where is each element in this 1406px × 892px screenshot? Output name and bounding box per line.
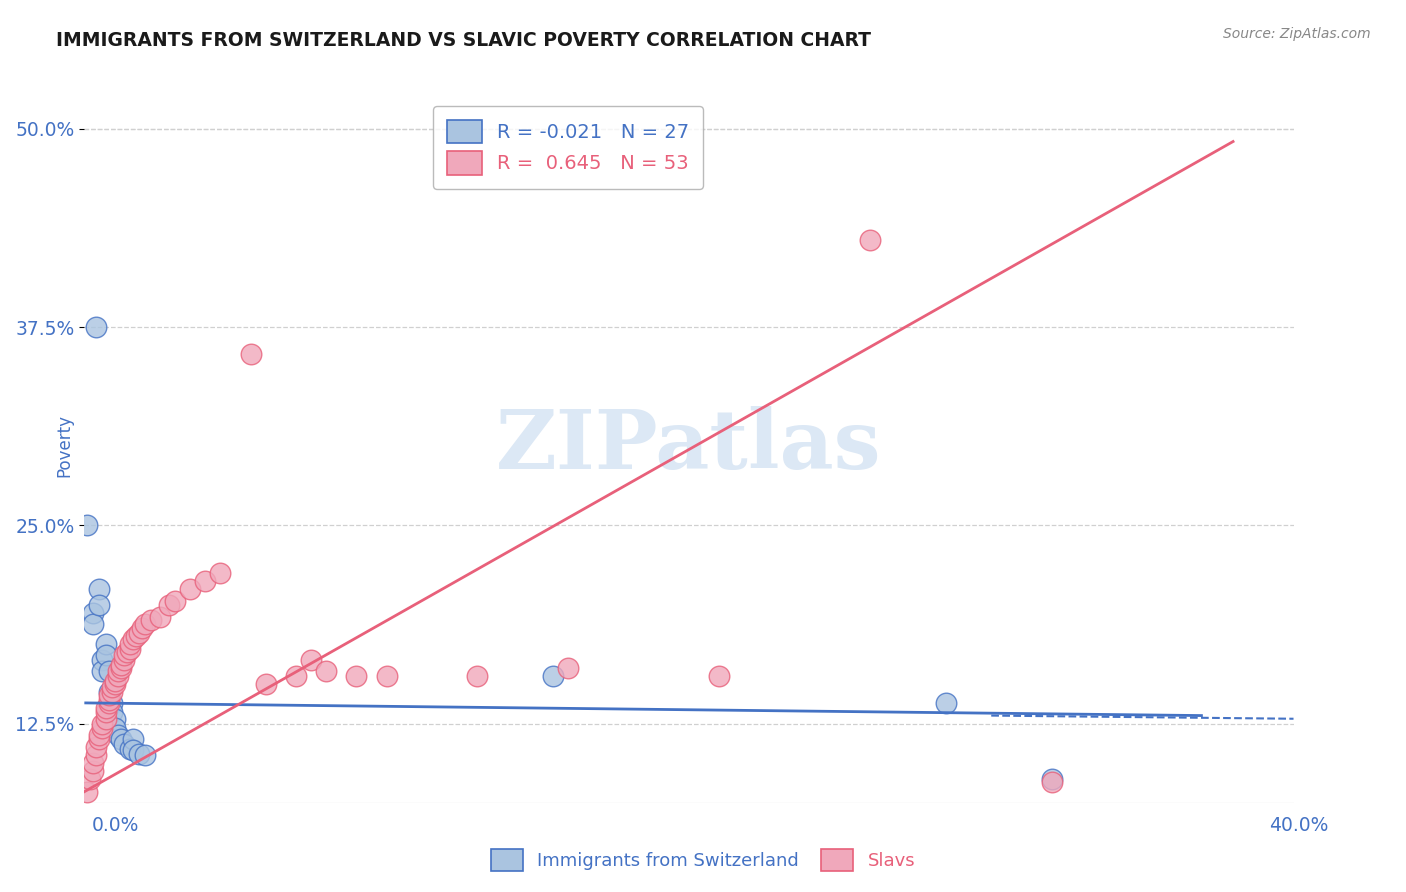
- Point: [194, 574, 217, 588]
- Point: [97, 692, 120, 706]
- Point: [100, 680, 122, 694]
- Point: [94, 712, 117, 726]
- Point: [110, 732, 132, 747]
- Point: [239, 347, 262, 361]
- Point: [121, 732, 143, 747]
- Point: [375, 669, 398, 683]
- Text: Source: ZipAtlas.com: Source: ZipAtlas.com: [1223, 27, 1371, 41]
- Point: [467, 669, 489, 683]
- Y-axis label: Poverty: Poverty: [55, 415, 73, 477]
- Point: [112, 653, 135, 667]
- Point: [315, 664, 337, 678]
- Point: [86, 748, 108, 763]
- Point: [100, 696, 122, 710]
- Point: [112, 648, 135, 663]
- Point: [76, 518, 98, 533]
- Point: [91, 716, 114, 731]
- Point: [104, 721, 127, 735]
- Point: [94, 700, 117, 714]
- Point: [91, 664, 114, 678]
- Point: [94, 637, 117, 651]
- Point: [1040, 775, 1063, 789]
- Point: [134, 616, 156, 631]
- Point: [557, 661, 579, 675]
- Point: [100, 706, 122, 720]
- Point: [107, 728, 129, 742]
- Point: [104, 673, 127, 688]
- Point: [82, 606, 104, 620]
- Text: ZIPatlas: ZIPatlas: [496, 406, 882, 486]
- Point: [121, 743, 143, 757]
- Point: [299, 653, 322, 667]
- Point: [97, 696, 120, 710]
- Point: [94, 706, 117, 720]
- Point: [118, 637, 141, 651]
- Point: [94, 648, 117, 663]
- Point: [134, 748, 156, 763]
- Point: [86, 740, 108, 755]
- Point: [79, 772, 101, 786]
- Point: [76, 785, 98, 799]
- Point: [107, 669, 129, 683]
- Point: [128, 626, 150, 640]
- Point: [97, 688, 120, 702]
- Point: [128, 747, 150, 761]
- Point: [104, 712, 127, 726]
- Point: [157, 598, 180, 612]
- Point: [110, 661, 132, 675]
- Point: [89, 728, 111, 742]
- Point: [89, 732, 111, 747]
- Point: [112, 737, 135, 751]
- Point: [100, 685, 122, 699]
- Point: [118, 642, 141, 657]
- Point: [89, 598, 111, 612]
- Point: [118, 742, 141, 756]
- Point: [709, 669, 731, 683]
- Point: [89, 582, 111, 596]
- Point: [209, 566, 232, 580]
- Point: [104, 677, 127, 691]
- Point: [346, 669, 368, 683]
- Point: [82, 616, 104, 631]
- Point: [165, 594, 187, 608]
- Point: [91, 653, 114, 667]
- Point: [125, 629, 148, 643]
- Point: [110, 657, 132, 672]
- Point: [82, 764, 104, 778]
- Point: [107, 664, 129, 678]
- Point: [115, 645, 138, 659]
- Point: [285, 669, 308, 683]
- Point: [541, 669, 564, 683]
- Point: [179, 582, 201, 596]
- Point: [97, 664, 120, 678]
- Text: 40.0%: 40.0%: [1270, 816, 1329, 835]
- Text: 0.0%: 0.0%: [91, 816, 139, 835]
- Legend: Immigrants from Switzerland, Slavs: Immigrants from Switzerland, Slavs: [484, 842, 922, 879]
- Point: [91, 721, 114, 735]
- Text: IMMIGRANTS FROM SWITZERLAND VS SLAVIC POVERTY CORRELATION CHART: IMMIGRANTS FROM SWITZERLAND VS SLAVIC PO…: [56, 31, 872, 50]
- Point: [139, 614, 162, 628]
- Legend: R = -0.021   N = 27, R =  0.645   N = 53: R = -0.021 N = 27, R = 0.645 N = 53: [433, 106, 703, 188]
- Point: [1040, 772, 1063, 786]
- Point: [149, 610, 172, 624]
- Point: [121, 632, 143, 647]
- Point: [935, 696, 957, 710]
- Point: [131, 621, 153, 635]
- Point: [82, 756, 104, 771]
- Point: [859, 233, 882, 247]
- Point: [97, 685, 120, 699]
- Point: [86, 320, 108, 334]
- Point: [254, 677, 277, 691]
